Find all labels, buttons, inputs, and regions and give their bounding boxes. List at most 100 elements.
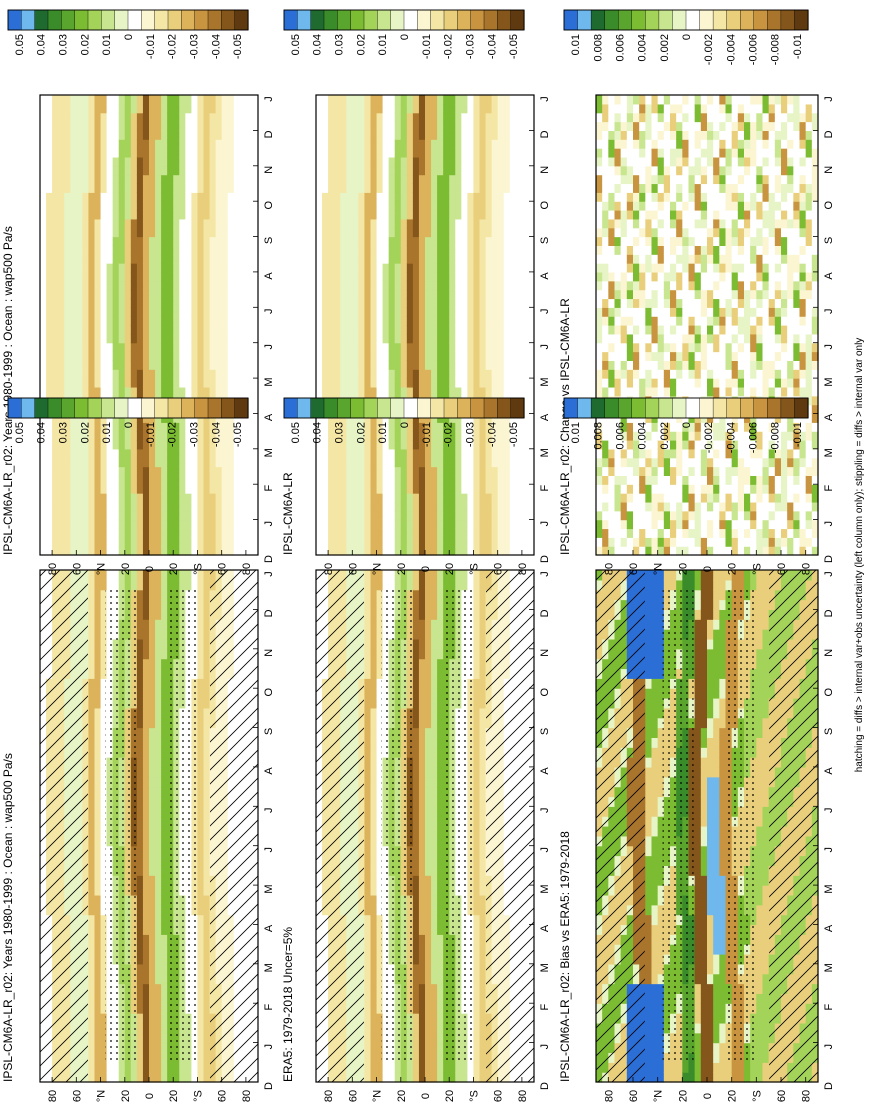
month-tick-label: A: [823, 272, 835, 280]
month-tick-label: S: [263, 237, 275, 244]
colorbar-swatch: [645, 9, 660, 31]
colorbar-swatch: [7, 9, 22, 31]
lat-tick-label: 80: [241, 1090, 253, 1102]
colorbar-swatch: [658, 9, 674, 31]
lat-tick-label: 60: [493, 1090, 505, 1102]
month-tick-label: D: [539, 130, 551, 138]
colorbar-swatch: [310, 397, 325, 419]
month-tick-label: O: [263, 200, 275, 209]
month-tick-label: J: [263, 344, 275, 350]
colorbar-swatch: [114, 9, 129, 31]
colorbar-swatch: [510, 9, 525, 31]
colorbar-swatch: [604, 397, 619, 419]
colorbar-tick-label: -0.002: [703, 34, 715, 65]
lat-tick-label: °N: [653, 1090, 665, 1102]
lat-tick-label: 0: [420, 566, 432, 572]
colorbar-tick-label: -0.04: [210, 422, 222, 447]
colorbar-swatch: [497, 9, 512, 31]
colorbar-tick-label: -0.05: [232, 422, 244, 447]
month-tick-label: M: [539, 448, 551, 457]
lat-tick-label: °S: [468, 1090, 480, 1102]
colorbar-swatch: [47, 9, 62, 31]
colorbar-tick-label: -0.01: [421, 422, 433, 447]
month-tick-label: J: [823, 847, 835, 853]
colorbar-tick-label: -0.01: [421, 34, 433, 59]
colorbar-swatch: [685, 397, 701, 419]
lat-tick-label: 80: [323, 563, 335, 575]
colorbar-tick-label: 0.02: [79, 422, 91, 443]
panel-mr: 80 60 °N 20 0 20 °S 60 80 D J F M A M J J A S O N D J IPSL-CM6A…: [281, 94, 551, 575]
colorbar-swatch: [510, 397, 525, 419]
colorbar-swatch: [590, 9, 606, 31]
lat-tick-label: 80: [603, 1090, 615, 1102]
lat-tick-label: 0: [144, 1093, 156, 1099]
colorbar-swatch: [726, 397, 741, 419]
colorbar-frame: [283, 9, 525, 31]
colorbar-tick-label: -0.05: [508, 422, 520, 447]
lat-tick-label: 60: [71, 563, 83, 575]
colorbar-tick-label: -0.03: [465, 34, 477, 59]
lat-tick-label: 80: [241, 563, 253, 575]
colorbar-frame: [7, 397, 249, 419]
lat-tick-label: 80: [603, 563, 615, 575]
month-tick-label: J: [823, 344, 835, 350]
colorbar-swatch: [234, 9, 249, 31]
hatching-region: [210, 570, 258, 1082]
month-tick-label: J: [263, 847, 275, 853]
colorbar-tick-label: 0.002: [659, 34, 671, 62]
colorbar-tick-label: 0.05: [290, 34, 302, 55]
month-tick-label: J: [539, 808, 551, 814]
lat-tick-label: 60: [628, 1090, 640, 1102]
colorbar-swatch: [430, 397, 445, 419]
month-tick-label: O: [539, 200, 551, 209]
month-tick-label: J: [263, 808, 275, 814]
hatching-region: [40, 570, 88, 1082]
panel-tl: 80 60 °N 20 0 20 °S 60 80 D J F M A M J J A S O N D J IPSL-CM6A…: [1, 569, 275, 1102]
month-tick-label: D: [263, 130, 275, 138]
colorbar-tick-label: -0.01: [792, 34, 804, 59]
colorbar-swatch: [297, 397, 312, 419]
colorbar-swatch: [631, 9, 646, 31]
lat-tick-label: 80: [47, 563, 59, 575]
colorbar-swatch: [21, 9, 36, 31]
colorbar-tick-label: 0.01: [570, 34, 582, 55]
colorbar-tick-label: -0.002: [703, 422, 715, 453]
colorbar-swatch: [618, 9, 633, 31]
month-tick-label: J: [263, 1044, 275, 1050]
month-tick-label: M: [823, 963, 835, 972]
colorbar-tick-label: 0.03: [334, 34, 346, 55]
colorbar-swatch: [618, 397, 633, 419]
colorbar-tick-label: -0.03: [189, 34, 201, 59]
colorbar-swatch: [114, 397, 129, 419]
colorbar-frame: [7, 9, 249, 31]
colorbar-swatch: [767, 9, 782, 31]
colorbar-swatch: [234, 397, 249, 419]
colorbar-swatch: [87, 397, 102, 419]
month-tick-label: M: [823, 448, 835, 457]
colorbar-tick-label: -0.02: [167, 34, 179, 59]
month-tick-label: J: [539, 344, 551, 350]
panel-field: [40, 95, 259, 556]
colorbar-tick-label: 0.004: [637, 34, 649, 62]
colorbar-swatch: [363, 397, 378, 419]
colorbar-swatch: [61, 9, 76, 31]
colorbar-tick-label: -0.04: [486, 422, 498, 447]
month-tick-label: N: [823, 166, 835, 174]
colorbar-swatch: [417, 9, 432, 31]
colorbar-swatch: [604, 9, 619, 31]
month-tick-label: D: [823, 609, 835, 617]
colorbar-swatch: [443, 9, 458, 31]
colorbar-tick-label: 0.01: [101, 422, 113, 443]
lat-tick-label: 0: [420, 1093, 432, 1099]
lat-tick-label: 20: [444, 1090, 456, 1102]
colorbar-swatch: [34, 9, 49, 31]
panels: 80 60 °N 20 0 20 °S 60 80 D J F M A M J J A S O N D J IPSL-CM6A…: [1, 94, 835, 1102]
month-tick-label: J: [539, 309, 551, 315]
month-tick-label: J: [263, 309, 275, 315]
colorbar-swatch: [390, 9, 405, 31]
colorbar-tick-label: 0.05: [290, 422, 302, 443]
colorbar-tick-label: -0.02: [443, 34, 455, 59]
colorbar-tick-label: 0.04: [312, 422, 324, 443]
colorbar-tick-label: -0.05: [232, 34, 244, 59]
panel-title: ERA5: 1979-2018 Uncer=5%: [281, 927, 295, 1082]
